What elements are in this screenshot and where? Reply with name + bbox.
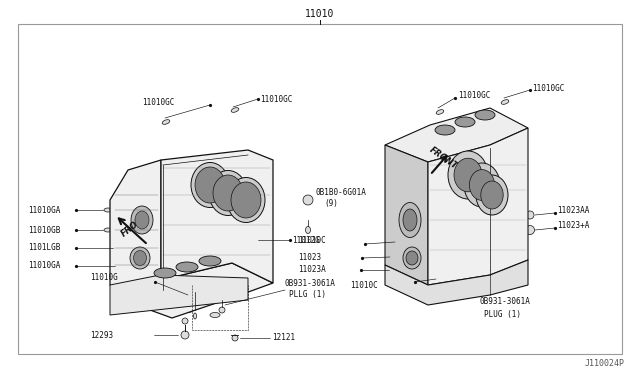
Ellipse shape [476,175,508,215]
Ellipse shape [162,120,170,124]
Polygon shape [110,160,161,302]
Ellipse shape [193,289,196,295]
Text: 0B1B0-6G01A: 0B1B0-6G01A [316,187,367,196]
Ellipse shape [182,318,188,324]
Ellipse shape [469,170,495,201]
Ellipse shape [135,211,149,229]
Ellipse shape [526,211,534,219]
Ellipse shape [210,312,220,317]
Ellipse shape [116,264,124,268]
Text: 11023A: 11023A [298,266,326,275]
Ellipse shape [481,181,503,209]
Ellipse shape [104,228,112,232]
Ellipse shape [403,209,417,231]
Text: 11010GC: 11010GC [142,97,174,106]
Ellipse shape [252,237,259,244]
Text: 11023+A: 11023+A [557,221,589,230]
Text: FRONT: FRONT [428,145,460,171]
Ellipse shape [219,307,225,313]
Ellipse shape [396,238,404,242]
Ellipse shape [232,335,238,341]
Text: J110024P: J110024P [585,359,625,369]
Ellipse shape [486,264,493,269]
Ellipse shape [231,108,239,112]
Ellipse shape [487,275,493,281]
Ellipse shape [501,100,509,104]
Text: 11010GA: 11010GA [28,262,60,270]
Text: (9): (9) [324,199,338,208]
Text: 12121: 12121 [272,334,295,343]
Ellipse shape [406,251,418,265]
Polygon shape [128,263,273,318]
Ellipse shape [403,247,421,269]
Ellipse shape [114,246,122,250]
Ellipse shape [154,268,176,278]
Polygon shape [385,145,428,285]
Ellipse shape [131,206,153,234]
Ellipse shape [193,313,196,319]
Ellipse shape [134,250,147,266]
Text: 11012G: 11012G [292,235,320,244]
Text: FRONT: FRONT [120,212,151,238]
Ellipse shape [209,170,247,215]
Text: PLLG (1): PLLG (1) [289,291,326,299]
Ellipse shape [104,208,112,212]
Ellipse shape [181,331,189,339]
Ellipse shape [464,163,500,207]
Text: 11010C: 11010C [298,235,326,244]
Ellipse shape [183,308,193,312]
Text: 11010C: 11010C [350,280,378,289]
Ellipse shape [305,227,310,234]
Ellipse shape [199,256,221,266]
Polygon shape [110,275,248,315]
Text: 11023: 11023 [298,253,321,262]
Ellipse shape [435,125,455,135]
Ellipse shape [195,167,225,203]
Text: 11010G: 11010G [90,273,118,282]
Ellipse shape [227,177,265,222]
Text: 11023AA: 11023AA [557,205,589,215]
Text: 11010GC: 11010GC [260,94,292,103]
Polygon shape [428,128,528,285]
Text: 0B931-3061A: 0B931-3061A [285,279,336,288]
Ellipse shape [454,158,482,192]
Polygon shape [385,260,528,305]
Text: 12293: 12293 [90,330,113,340]
Text: 11010GA: 11010GA [28,205,60,215]
Ellipse shape [525,225,534,234]
Ellipse shape [231,182,261,218]
Text: 11010: 11010 [305,9,335,19]
Ellipse shape [436,274,444,278]
Bar [18,24,622,354]
Polygon shape [385,108,528,162]
Ellipse shape [392,253,399,257]
Text: 11010GC: 11010GC [458,90,490,99]
Polygon shape [161,150,273,283]
Ellipse shape [475,110,495,120]
Text: 0B931-3061A: 0B931-3061A [480,298,531,307]
Text: PLUG (1): PLUG (1) [484,310,521,318]
Text: 1101LGB: 1101LGB [28,244,60,253]
Ellipse shape [436,110,444,114]
Ellipse shape [218,295,225,299]
Ellipse shape [399,202,421,237]
Ellipse shape [191,163,229,208]
Text: 11010GC: 11010GC [532,83,564,93]
Ellipse shape [303,195,313,205]
Ellipse shape [448,151,488,199]
Ellipse shape [176,262,198,272]
Text: 11010GB: 11010GB [28,225,60,234]
Ellipse shape [213,175,243,211]
Ellipse shape [390,266,397,270]
Ellipse shape [130,247,150,269]
Ellipse shape [455,117,475,127]
